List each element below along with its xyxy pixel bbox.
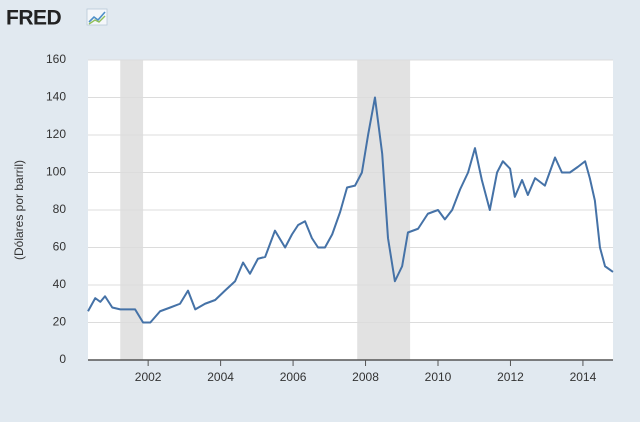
x-tick-label: 2014 <box>570 370 597 384</box>
y-tick-label: 20 <box>53 315 67 329</box>
y-tick-label: 100 <box>46 165 66 179</box>
y-tick-label: 60 <box>53 240 67 254</box>
y-tick-label: 80 <box>53 202 67 216</box>
data-line <box>87 96 614 324</box>
y-axis-label: (Dólares por barril) <box>12 160 26 260</box>
logo: FRED <box>6 7 62 30</box>
y-tick-label: 160 <box>46 52 66 66</box>
x-tick-label: 2006 <box>280 370 307 384</box>
x-tick-label: 2012 <box>497 370 524 384</box>
x-tick-label: 2002 <box>135 370 162 384</box>
x-tick-label: 2004 <box>207 370 234 384</box>
logo-icon <box>86 8 108 26</box>
y-tick-label: 40 <box>53 277 67 291</box>
y-tick-label: 0 <box>59 352 66 366</box>
y-tick-label: 140 <box>46 90 66 104</box>
x-tick-label: 2008 <box>352 370 379 384</box>
y-tick-label: 120 <box>46 127 66 141</box>
x-tick-label: 2010 <box>425 370 452 384</box>
